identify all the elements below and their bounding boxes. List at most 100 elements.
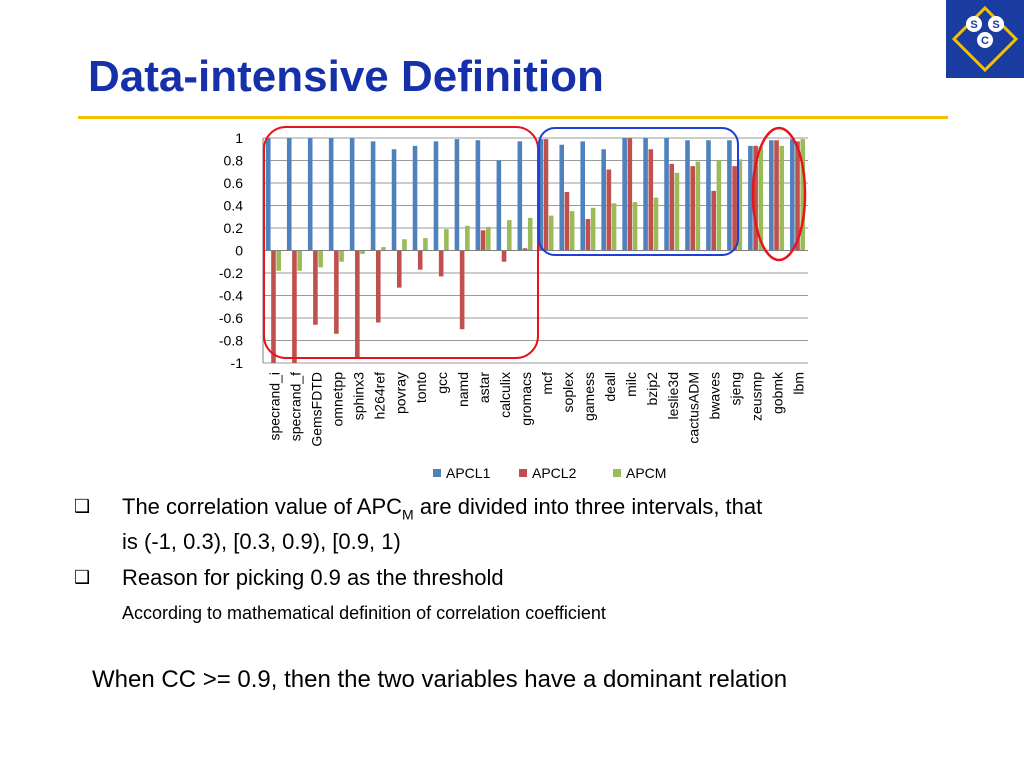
bar <box>706 140 711 251</box>
bar <box>276 250 281 271</box>
x-tick-label: mcf <box>539 372 555 395</box>
red-region-outline <box>263 126 539 359</box>
x-tick-label: bwaves <box>707 372 723 419</box>
bar <box>564 192 570 251</box>
bar <box>711 190 716 251</box>
x-tick-label: astar <box>476 372 492 403</box>
bar <box>339 250 344 262</box>
bar <box>402 239 407 251</box>
x-tick-label: omnetpp <box>329 372 345 427</box>
logo-letter: S <box>970 19 977 31</box>
bar <box>480 230 486 251</box>
bullet-box-icon: ❑ <box>74 496 91 517</box>
red-ellipse-outline <box>751 126 807 262</box>
y-tick-label: -0.6 <box>219 310 243 326</box>
bar <box>795 141 800 251</box>
bar <box>396 250 402 288</box>
ssc-logo: S S C <box>946 0 1024 78</box>
bar <box>627 138 633 251</box>
bar <box>769 140 774 251</box>
y-tick-label: 0.4 <box>224 198 244 214</box>
x-tick-label: gamess <box>581 372 597 421</box>
y-tick-label: -0.8 <box>219 333 243 349</box>
logo-dot <box>988 16 1004 32</box>
logo-dot <box>966 16 982 32</box>
highlight-regions <box>263 126 807 359</box>
bar <box>674 172 680 251</box>
bar <box>601 149 606 251</box>
x-tick-label: lbm <box>791 372 807 395</box>
legend-swatch <box>519 469 527 477</box>
y-tick-label: 1 <box>235 130 243 146</box>
bar <box>459 250 465 330</box>
bar <box>538 139 544 251</box>
bar <box>632 202 638 251</box>
y-tick-labels: 1 0.8 0.6 0.4 0.2 0 -0.2 -0.4 -0.6 -0.8 -1 <box>219 130 243 371</box>
y-tick-label: 0.2 <box>224 220 244 236</box>
conclusion-note: When CC >= 0.9, then the two variables h… <box>92 666 788 693</box>
bar <box>611 203 617 251</box>
bar <box>716 160 722 251</box>
bar <box>349 138 355 251</box>
bar <box>438 250 444 277</box>
logo-letter: S <box>992 19 999 31</box>
bar <box>669 163 675 251</box>
bar <box>271 250 276 363</box>
bar <box>307 138 313 251</box>
x-tick-label: soplex <box>560 372 576 412</box>
bar <box>548 215 554 251</box>
logo-letter: C <box>981 35 989 47</box>
y-tick-label: 0.8 <box>224 153 244 169</box>
legend-swatch <box>433 469 441 477</box>
bar <box>485 226 491 251</box>
x-tick-label: sjeng <box>728 372 744 405</box>
x-tick-label: leslie3d <box>665 372 681 419</box>
bar <box>475 140 481 251</box>
bar <box>517 141 523 251</box>
legend-swatch <box>613 469 621 477</box>
bar <box>727 140 732 251</box>
x-tick-label: gcc <box>434 372 450 394</box>
bar <box>559 144 565 251</box>
bar <box>580 141 586 251</box>
x-tick-label: cactusADM <box>686 372 702 444</box>
bar <box>753 145 758 251</box>
legend-label: APCM <box>626 465 666 481</box>
x-tick-label: h264ref <box>371 372 387 420</box>
x-tick-labels: specrand_i specrand_f GemsFDTD omnetpp sphin… <box>266 371 806 447</box>
bar <box>501 250 507 262</box>
title-underline <box>78 116 948 119</box>
x-tick-label: gobmk <box>770 371 786 414</box>
bar <box>695 161 701 251</box>
bar <box>286 138 292 251</box>
y-tick-label: 0 <box>235 243 243 259</box>
bullet-box-icon: ❑ <box>74 567 91 588</box>
bar <box>297 250 302 271</box>
y-tick-label: 0.6 <box>224 175 244 191</box>
bar <box>648 149 654 251</box>
bar <box>527 217 533 251</box>
x-tick-label: sphinx3 <box>350 372 366 420</box>
bar <box>412 145 418 251</box>
bar <box>292 250 297 363</box>
bar <box>664 138 669 251</box>
bar <box>433 141 439 251</box>
legend-label: APCL1 <box>446 465 491 481</box>
bar <box>606 169 612 251</box>
x-tick-label: tonto <box>413 372 429 403</box>
bar <box>790 139 795 251</box>
bar <box>417 250 423 270</box>
bars <box>265 138 806 363</box>
blue-region-outline <box>538 127 739 256</box>
bar <box>732 166 737 251</box>
bar <box>444 229 449 251</box>
bar <box>690 166 696 251</box>
legend: APCL1 APCL2 APCM <box>433 465 666 481</box>
bullet-text: The correlation value of APC <box>122 494 403 519</box>
bar <box>800 139 806 251</box>
x-tick-label: specrand_i <box>266 372 282 441</box>
bar <box>391 149 397 251</box>
bar <box>522 248 528 251</box>
bar <box>381 247 386 251</box>
axes <box>262 138 808 363</box>
